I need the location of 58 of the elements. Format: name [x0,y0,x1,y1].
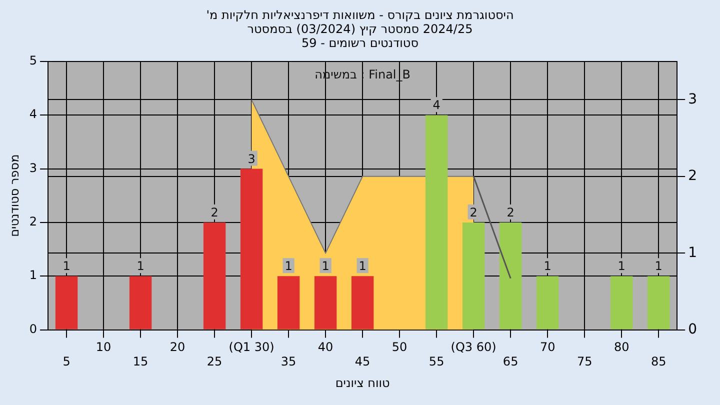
y-tick-label: 3 [29,160,38,175]
bar [610,276,633,330]
x-tick-label: 65 [502,354,518,369]
bar [499,222,522,330]
bar [462,222,485,330]
bar [203,222,226,330]
y-tick-label: 2 [29,214,38,229]
x-tick-label: 10 [96,340,112,354]
x-tick-label: 35 [280,354,296,369]
data-label: 4 [432,98,440,112]
bar [55,276,78,330]
x-tick-label: (Q1 30) [228,340,274,354]
text: סטודנטים רשומים - 59 [301,36,419,50]
bar [647,276,670,330]
y2-tick-label: 3 [688,91,698,108]
x-axis-title: טווח ציונים [335,376,390,390]
x-tick-label: 55 [428,354,444,369]
x-tick-label: 5 [62,354,70,369]
x-tick-label: 15 [132,354,148,369]
x-tick-label: (Q3 60) [450,340,496,354]
x-tick-label: 70 [540,340,556,354]
data-label: 1 [618,259,626,274]
y-axis-title: מספר סטודנטים [7,154,22,237]
y2-tick-label: 2 [688,168,698,184]
y-tick-label: 0 [29,322,38,336]
x-tick-label: 45 [354,354,370,369]
bar [129,276,152,330]
data-label: 1 [654,259,662,274]
data-label: 1 [322,259,330,274]
x-tick-label: 25 [206,354,222,369]
bar [351,276,374,330]
x-tick-label: 40 [318,340,334,354]
x-tick-label: 50 [392,340,408,354]
chart-title: היסטוגרמת ציונים בקורס - משוואות דיפרנציאליות חלקיות מ' [205,8,515,22]
text: 2024/25 סמסטר קיץ (03/2024) בסמסטר [247,22,473,36]
y2-tick-label: 0 [688,321,698,338]
x-tick-label: 75 [576,354,592,369]
x-tick-label: 85 [650,354,666,369]
y-tick-label: 5 [29,54,38,68]
data-label: 2 [210,206,218,220]
x-tick-label: 20 [170,340,186,354]
data-label: 2 [506,206,514,220]
data-label: 1 [544,259,552,274]
bar [425,115,448,330]
bar [240,168,263,330]
bar [277,276,300,330]
x-tick-label: 80 [614,340,630,354]
y2-tick-label: 1 [688,244,698,261]
data-label: 3 [248,152,256,166]
y-tick-label: 1 [29,268,38,282]
data-label: 1 [136,259,144,274]
bar [314,276,337,330]
data-label: 2 [470,206,478,220]
y-tick-label: 4 [29,107,38,122]
data-label: 1 [284,259,292,274]
data-label: 1 [358,259,366,274]
bar [536,276,559,330]
data-label: 1 [62,259,70,274]
